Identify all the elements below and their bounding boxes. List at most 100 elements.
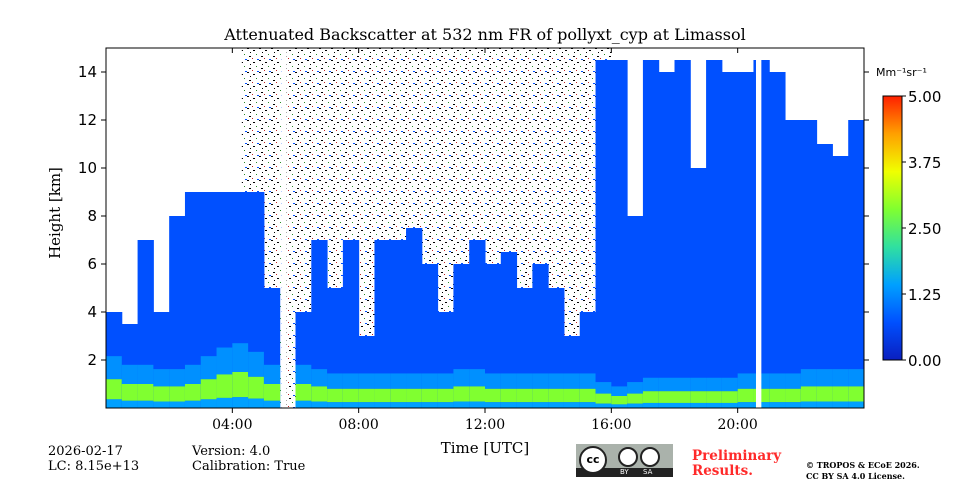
signal-column xyxy=(769,72,786,408)
near-ground-layer xyxy=(769,402,786,408)
y-axis-label: Height [km] xyxy=(46,167,64,259)
aerosol-layer xyxy=(248,351,265,377)
y-tick-label: 10 xyxy=(78,159,97,177)
y-tick-label: 8 xyxy=(87,207,97,225)
aerosol-layer xyxy=(800,369,818,387)
x-axis-label: Time [UTC] xyxy=(441,439,530,457)
near-ground-layer xyxy=(327,402,344,408)
signal-column xyxy=(595,60,612,408)
aerosol-layer xyxy=(169,369,186,387)
aerosol-layer xyxy=(469,369,486,387)
surface-layer xyxy=(563,388,581,403)
surface-layer xyxy=(674,391,691,403)
preliminary-line-2: Results. xyxy=(692,463,753,479)
surface-layer xyxy=(658,391,675,403)
aerosol-layer xyxy=(295,364,312,384)
near-ground-layer xyxy=(753,402,770,408)
near-ground-layer xyxy=(137,400,154,408)
aerosol-layer xyxy=(358,373,375,389)
signal-column xyxy=(690,168,707,408)
near-ground-layer xyxy=(500,402,518,408)
signal-column xyxy=(674,60,691,408)
colorbar-ticks: 0.00 1.25 2.50 3.75 5.00 xyxy=(902,88,941,370)
near-ground-layer xyxy=(216,397,233,408)
lc-label: LC: 8.15e+13 xyxy=(48,459,140,474)
signal-column xyxy=(816,144,833,408)
near-ground-layer xyxy=(627,403,644,408)
near-ground-layer xyxy=(832,401,849,408)
signal-column xyxy=(374,240,391,408)
chart-title: Attenuated Backscatter at 532 nm FR of p… xyxy=(224,25,746,44)
surface-layer xyxy=(421,388,439,403)
surface-layer xyxy=(184,384,202,401)
signal-column xyxy=(200,192,218,408)
aerosol-layer xyxy=(200,356,218,380)
near-ground-layer xyxy=(453,401,470,408)
surface-layer xyxy=(137,384,154,401)
preliminary-line-1: Preliminary xyxy=(692,448,782,464)
surface-layer xyxy=(169,386,186,402)
signal-column xyxy=(485,264,502,408)
aerosol-layer xyxy=(832,369,849,387)
signal-column xyxy=(753,60,770,408)
signal-column xyxy=(627,216,644,408)
aerosol-layer xyxy=(453,369,470,387)
near-ground-layer xyxy=(532,402,549,408)
surface-layer xyxy=(390,388,407,403)
x-tick-label: 12:00 xyxy=(465,417,505,433)
signal-column xyxy=(721,72,739,408)
near-ground-layer xyxy=(248,398,265,408)
near-ground-layer xyxy=(437,402,454,408)
surface-layer xyxy=(848,386,865,402)
aerosol-layer xyxy=(658,377,675,392)
surface-layer xyxy=(485,388,502,403)
cc-icon: cc xyxy=(579,446,607,474)
near-ground-layer xyxy=(406,402,423,408)
y-tick-label: 4 xyxy=(87,303,97,321)
near-ground-layer xyxy=(169,401,186,408)
surface-layer xyxy=(532,388,549,403)
surface-layer xyxy=(358,388,375,403)
near-ground-layer xyxy=(106,399,123,408)
surface-layer xyxy=(627,393,644,404)
aerosol-layer xyxy=(737,373,754,389)
aerosol-layer xyxy=(485,373,502,389)
calibration-label: Calibration: True xyxy=(192,459,306,474)
surface-layer xyxy=(816,386,833,402)
y-tick-label: 6 xyxy=(87,255,97,273)
aerosol-layer xyxy=(785,373,802,389)
surface-layer xyxy=(469,386,486,402)
near-ground-layer xyxy=(374,402,391,408)
near-ground-layer xyxy=(232,397,249,408)
colorbar-tick-label: 3.75 xyxy=(908,154,941,172)
y-tick-label: 12 xyxy=(78,111,97,129)
signal-column xyxy=(406,228,423,408)
by-person-icon xyxy=(618,447,638,467)
copyright-notice: © TROPOS & ECoE 2026. CC BY SA 4.0 Licen… xyxy=(806,460,920,482)
near-ground-layer xyxy=(737,402,754,408)
axes: 04:00 08:00 12:00 16:00 20:00 2 4 6 8 10 12 14 xyxy=(78,48,869,433)
surface-layer xyxy=(753,388,770,403)
y-tick-label: 14 xyxy=(78,63,97,81)
near-ground-layer xyxy=(390,402,407,408)
near-ground-layer xyxy=(674,402,691,408)
colorbar xyxy=(882,95,903,361)
surface-layer xyxy=(216,374,233,398)
surface-layer xyxy=(248,376,265,399)
aerosol-layer xyxy=(500,373,518,389)
near-ground-layer xyxy=(848,401,865,408)
aerosol-layer xyxy=(563,373,581,389)
cc-logo-band xyxy=(576,468,673,477)
surface-layer xyxy=(406,388,423,403)
signal-column xyxy=(848,120,865,408)
signal-column xyxy=(737,72,754,408)
signal-column xyxy=(706,60,723,408)
colorbar-tick-label: 5.00 xyxy=(908,88,941,106)
near-ground-layer xyxy=(200,399,218,408)
signal-column xyxy=(169,216,186,408)
aerosol-layer xyxy=(106,356,123,380)
aerosol-layer xyxy=(674,377,691,392)
aerosol-layer xyxy=(769,373,786,389)
data-gap xyxy=(281,48,287,408)
signal-column xyxy=(658,72,675,408)
